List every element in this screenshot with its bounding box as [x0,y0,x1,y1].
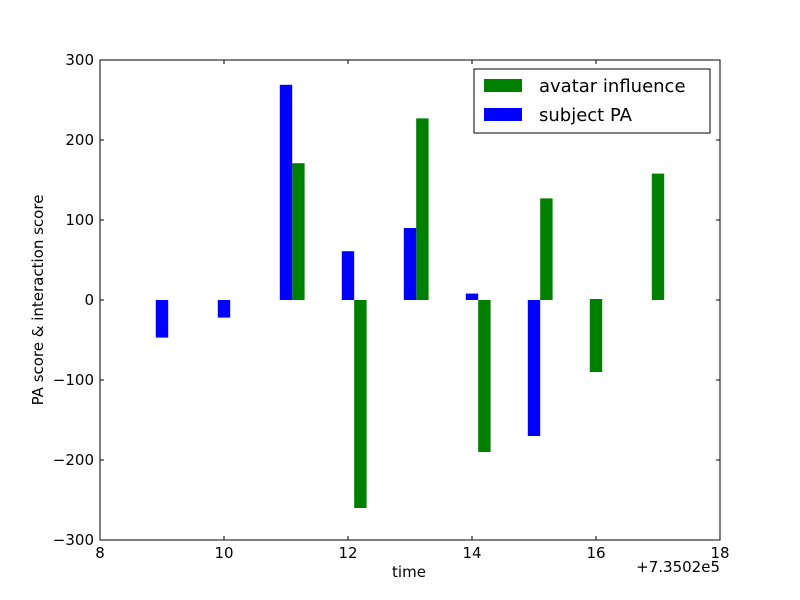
plot-frame [99,59,721,541]
bar-subject-pa-0 [155,300,169,338]
bar-avatar-influence-3 [478,300,491,452]
y-tick-label: 0 [84,291,94,309]
bar-subject-pa-4 [403,228,417,300]
x-tick-label: 10 [214,544,233,562]
y-tick-label: 100 [65,211,94,229]
bar-subject-pa-3 [341,251,355,300]
y-tick-label: 300 [65,51,94,69]
bar-subject-pa-5 [465,293,479,300]
x-axis-offset-label: +7.3502e5 [636,558,720,576]
y-axis-label: PA score & interaction score [29,195,47,406]
x-tick-label: 8 [95,544,105,562]
x-tick-label: 16 [586,544,605,562]
bar-avatar-influence-0 [292,163,305,300]
bar-avatar-influence-5 [589,300,603,372]
x-tick-label: 18 [710,544,729,562]
y-tick-label: 200 [65,131,94,149]
legend-label-avatar-influence: avatar influence [539,76,686,97]
bars-layer [155,84,665,508]
x-axis-label: time [392,563,426,581]
y-tick-label: −200 [53,451,94,469]
bar-subject-pa-6 [527,300,541,436]
bar-subject-pa-7 [589,299,603,300]
bar-avatar-influence-2 [416,118,429,301]
legend-swatch-avatar-influence [484,79,522,92]
x-tick-label: 14 [462,544,481,562]
x-tick-label: 12 [338,544,357,562]
bar-avatar-influence-4 [540,198,553,300]
bar-subject-pa-2 [279,84,293,300]
legend-swatch-subject-pa [484,108,522,121]
legend: avatar influence subject PA [473,68,711,134]
y-tick-label: −300 [53,531,94,549]
bar-subject-pa-1 [217,300,231,318]
y-tick-label: −100 [53,371,94,389]
bar-avatar-influence-6 [651,173,665,300]
legend-label-subject-pa: subject PA [539,105,633,126]
bar-avatar-influence-1 [354,300,367,508]
ticks-layer: 8 10 12 14 16 18 −300 −200 −100 0 100 200 300 [53,51,730,562]
